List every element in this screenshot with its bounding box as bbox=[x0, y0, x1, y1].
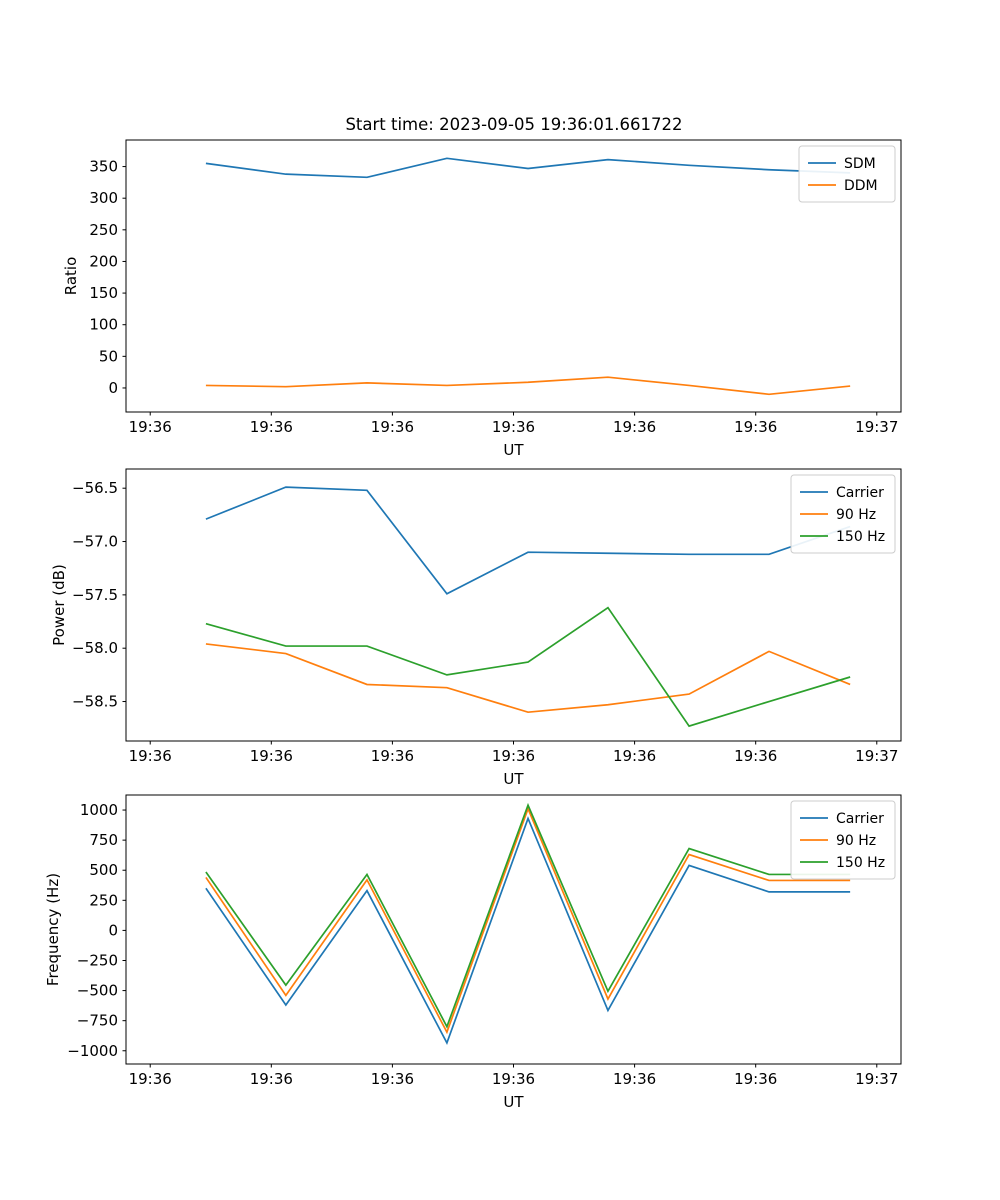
subplot-frequency: 19:36 19:36 19:36 19:36 19:36 19:36 19:37 −1000… bbox=[44, 794, 902, 1111]
data-area bbox=[205, 802, 851, 1046]
y-axis-label: Power (dB) bbox=[50, 564, 68, 646]
legend-label-sdm: SDM bbox=[844, 156, 876, 172]
legend-label-90-hz: 90 Hz bbox=[836, 833, 876, 849]
y-tick-label: 100 bbox=[89, 316, 118, 334]
figure-title: Start time: 2023-09-05 19:36:01.661722 bbox=[345, 115, 682, 134]
y-tick-label: 200 bbox=[89, 252, 118, 270]
y-tick-label: −57.5 bbox=[72, 586, 118, 604]
x-tick-label: 19:36 bbox=[734, 747, 777, 765]
y-tick-label: −58.0 bbox=[72, 639, 118, 657]
legend-label-150-hz: 150 Hz bbox=[836, 855, 885, 871]
y-tick-label: 1000 bbox=[80, 801, 118, 819]
y-tick-label: 250 bbox=[89, 891, 118, 909]
legend[interactable]: SDM DDM bbox=[798, 145, 896, 203]
x-tick-label: 19:36 bbox=[613, 747, 656, 765]
y-tick-label: 350 bbox=[89, 158, 118, 176]
x-tick-label: 19:36 bbox=[371, 418, 414, 436]
data-area bbox=[205, 486, 851, 728]
x-axis-label: UT bbox=[503, 770, 524, 788]
x-tick-label: 19:36 bbox=[734, 1070, 777, 1088]
x-tick-label: 19:36 bbox=[492, 747, 535, 765]
series-line-carrier bbox=[205, 486, 851, 595]
subplot-ratio: 19:36 19:36 19:36 19:36 19:36 19:36 19:37 0 50 10… bbox=[62, 139, 902, 459]
y-tick-label: 500 bbox=[89, 861, 118, 879]
x-tick-label: 19:36 bbox=[250, 418, 293, 436]
x-axis-label: UT bbox=[503, 441, 524, 459]
y-tick-label: −500 bbox=[77, 982, 118, 1000]
x-tick-label: 19:36 bbox=[613, 1070, 656, 1088]
legend-box bbox=[790, 474, 896, 554]
x-tick-label: 19:36 bbox=[492, 418, 535, 436]
y-tick-label: −750 bbox=[77, 1012, 118, 1030]
x-tick-label: 19:36 bbox=[129, 418, 172, 436]
series-line-90-hz bbox=[205, 806, 851, 1035]
y-axis-label: Ratio bbox=[62, 257, 80, 296]
series-line-90-hz bbox=[205, 643, 851, 714]
legend-label-90-hz: 90 Hz bbox=[836, 507, 876, 523]
legend-label-carrier: Carrier bbox=[836, 811, 884, 827]
x-tick-label: 19:36 bbox=[129, 747, 172, 765]
y-tick-label: 0 bbox=[108, 921, 118, 939]
y-tick-label: −1000 bbox=[67, 1042, 118, 1060]
x-tick-label: 19:36 bbox=[371, 1070, 414, 1088]
x-tick-label: 19:37 bbox=[855, 1070, 898, 1088]
x-tick-label: 19:37 bbox=[855, 418, 898, 436]
x-tick-label: 19:36 bbox=[250, 747, 293, 765]
x-tick-label: 19:36 bbox=[371, 747, 414, 765]
y-tick-label: 150 bbox=[89, 284, 118, 302]
y-tick-label: 50 bbox=[99, 347, 118, 365]
legend-label-carrier: Carrier bbox=[836, 485, 884, 501]
legend-box bbox=[790, 800, 896, 880]
y-tick-label: −250 bbox=[77, 951, 118, 969]
x-tick-label: 19:36 bbox=[129, 1070, 172, 1088]
y-tick-label: 750 bbox=[89, 831, 118, 849]
x-axis-label: UT bbox=[503, 1093, 524, 1111]
legend-label-150-hz: 150 Hz bbox=[836, 529, 885, 545]
series-line-carrier bbox=[205, 816, 851, 1046]
x-tick-label: 19:36 bbox=[250, 1070, 293, 1088]
legend[interactable]: Carrier 90 Hz 150 Hz bbox=[790, 800, 896, 880]
x-tick-label: 19:37 bbox=[855, 747, 898, 765]
series-line-150-hz bbox=[205, 802, 851, 1029]
legend-label-ddm: DDM bbox=[844, 178, 878, 194]
data-area bbox=[205, 157, 851, 396]
y-tick-label: −56.5 bbox=[72, 479, 118, 497]
legend[interactable]: Carrier 90 Hz 150 Hz bbox=[790, 474, 896, 554]
y-tick-label: 250 bbox=[89, 221, 118, 239]
y-tick-label: −57.0 bbox=[72, 533, 118, 551]
y-axis-label: Frequency (Hz) bbox=[44, 873, 62, 986]
y-tick-label: 0 bbox=[108, 379, 118, 397]
series-line-sdm bbox=[205, 157, 851, 179]
x-tick-label: 19:36 bbox=[734, 418, 777, 436]
y-tick-label: −58.5 bbox=[72, 693, 118, 711]
x-tick-label: 19:36 bbox=[613, 418, 656, 436]
y-tick-label: 300 bbox=[89, 189, 118, 207]
series-line-150-hz bbox=[205, 606, 851, 728]
subplot-power: 19:36 19:36 19:36 19:36 19:36 19:36 19:37 −56.5… bbox=[50, 468, 902, 788]
series-line-ddm bbox=[205, 376, 851, 396]
legend-box bbox=[798, 145, 896, 203]
x-tick-label: 19:36 bbox=[492, 1070, 535, 1088]
